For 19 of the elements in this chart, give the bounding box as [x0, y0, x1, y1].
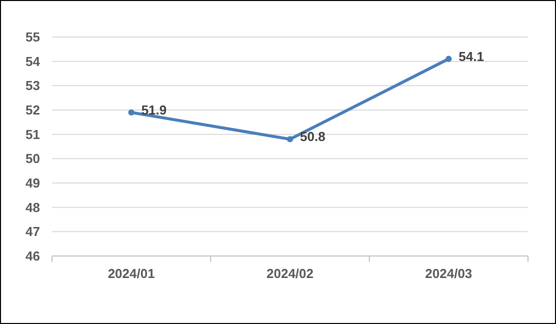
x-tick-label: 2024/01: [108, 266, 155, 281]
y-tick-label: 47: [26, 224, 40, 240]
x-tick-label: 2024/03: [425, 266, 472, 281]
y-tick-label: 49: [26, 176, 40, 190]
point: [286, 136, 294, 142]
point: [128, 109, 134, 116]
y-tick-label: 48: [26, 200, 40, 215]
y-tick-label: 46: [26, 248, 40, 264]
point: [446, 56, 452, 62]
x-tick-label: 2024/02: [266, 266, 314, 281]
data-label: 54.1: [458, 48, 484, 64]
y-tick-label: 53: [26, 78, 40, 94]
data-label: 51.9: [141, 102, 167, 118]
y-tick-label: 50: [26, 151, 40, 166]
data-label: 50.8: [300, 129, 326, 144]
y-tick-label: 52: [26, 102, 40, 118]
y-tick-label: 55: [26, 30, 40, 44]
y-tick-label: 54: [26, 54, 41, 69]
y-tick-label: 51: [26, 126, 40, 142]
